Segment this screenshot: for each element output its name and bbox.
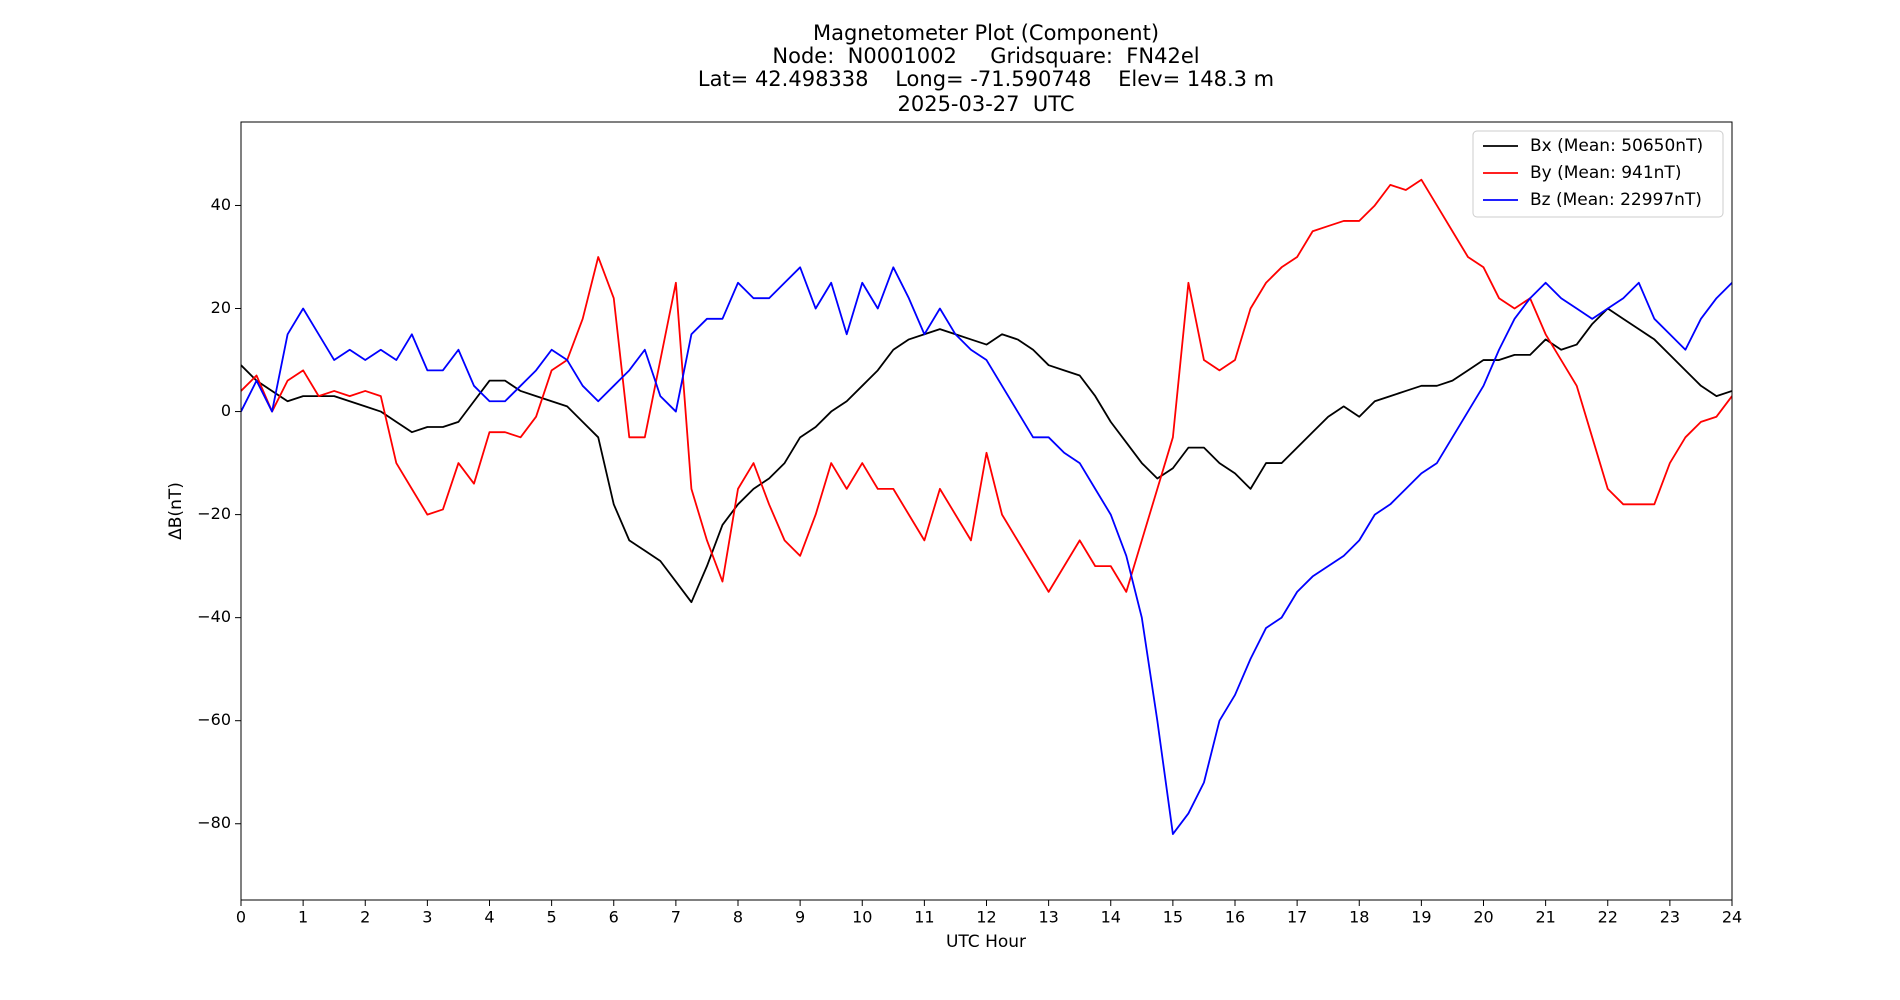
x-tick-label: 4 — [484, 908, 494, 927]
x-tick-label: 14 — [1101, 908, 1121, 927]
x-tick-label: 13 — [1038, 908, 1058, 927]
legend-label: By (Mean: 941nT) — [1530, 163, 1681, 183]
x-tick-label: 24 — [1722, 908, 1742, 927]
x-tick-label: 8 — [733, 908, 743, 927]
data-line — [241, 266, 1732, 835]
chart-title: Lat= 42.498338 Long= -71.590748 Elev= 14… — [698, 67, 1274, 91]
x-tick-label: 16 — [1225, 908, 1245, 927]
x-tick-label: 15 — [1163, 908, 1183, 927]
x-tick-label: 23 — [1660, 908, 1680, 927]
data-line — [241, 178, 1732, 593]
legend-box — [1472, 130, 1724, 218]
y-tick-label: 20 — [211, 298, 231, 317]
y-tick-label: 40 — [211, 195, 231, 214]
x-tick-label: 6 — [609, 908, 619, 927]
y-tick-label: −40 — [197, 607, 231, 626]
x-tick-label: 7 — [671, 908, 681, 927]
x-tick-label: 0 — [236, 908, 246, 927]
x-tick-label: 22 — [1598, 908, 1618, 927]
legend-label: Bx (Mean: 50650nT) — [1530, 136, 1703, 156]
x-tick-label: 17 — [1287, 908, 1307, 927]
data-line — [241, 307, 1732, 604]
y-tick-label: −60 — [197, 710, 231, 729]
plot-frame — [240, 121, 1733, 901]
x-tick-label: 12 — [976, 908, 996, 927]
x-axis-label: UTC Hour — [946, 932, 1026, 952]
y-tick-label: −80 — [197, 813, 231, 832]
chart-title: 2025-03-27 UTC — [897, 92, 1074, 116]
x-tick-label: 19 — [1411, 908, 1431, 927]
y-tick-label: −20 — [197, 504, 231, 523]
legend-label: Bz (Mean: 22997nT) — [1530, 190, 1702, 210]
y-axis-label: ΔB(nT) — [166, 482, 186, 540]
x-tick-label: 9 — [795, 908, 805, 927]
x-tick-label: 18 — [1349, 908, 1369, 927]
chart-title: Node: N0001002 Gridsquare: FN42el — [772, 44, 1199, 68]
chart-title: Magnetometer Plot (Component) — [813, 21, 1159, 45]
x-tick-label: 20 — [1473, 908, 1493, 927]
y-tick-label: 0 — [221, 401, 231, 420]
x-tick-label: 2 — [360, 908, 370, 927]
x-tick-label: 21 — [1535, 908, 1555, 927]
x-tick-label: 10 — [852, 908, 872, 927]
x-tick-label: 5 — [547, 908, 557, 927]
x-tick-label: 1 — [298, 908, 308, 927]
x-tick-label: 3 — [422, 908, 432, 927]
x-tick-label: 11 — [914, 908, 934, 927]
